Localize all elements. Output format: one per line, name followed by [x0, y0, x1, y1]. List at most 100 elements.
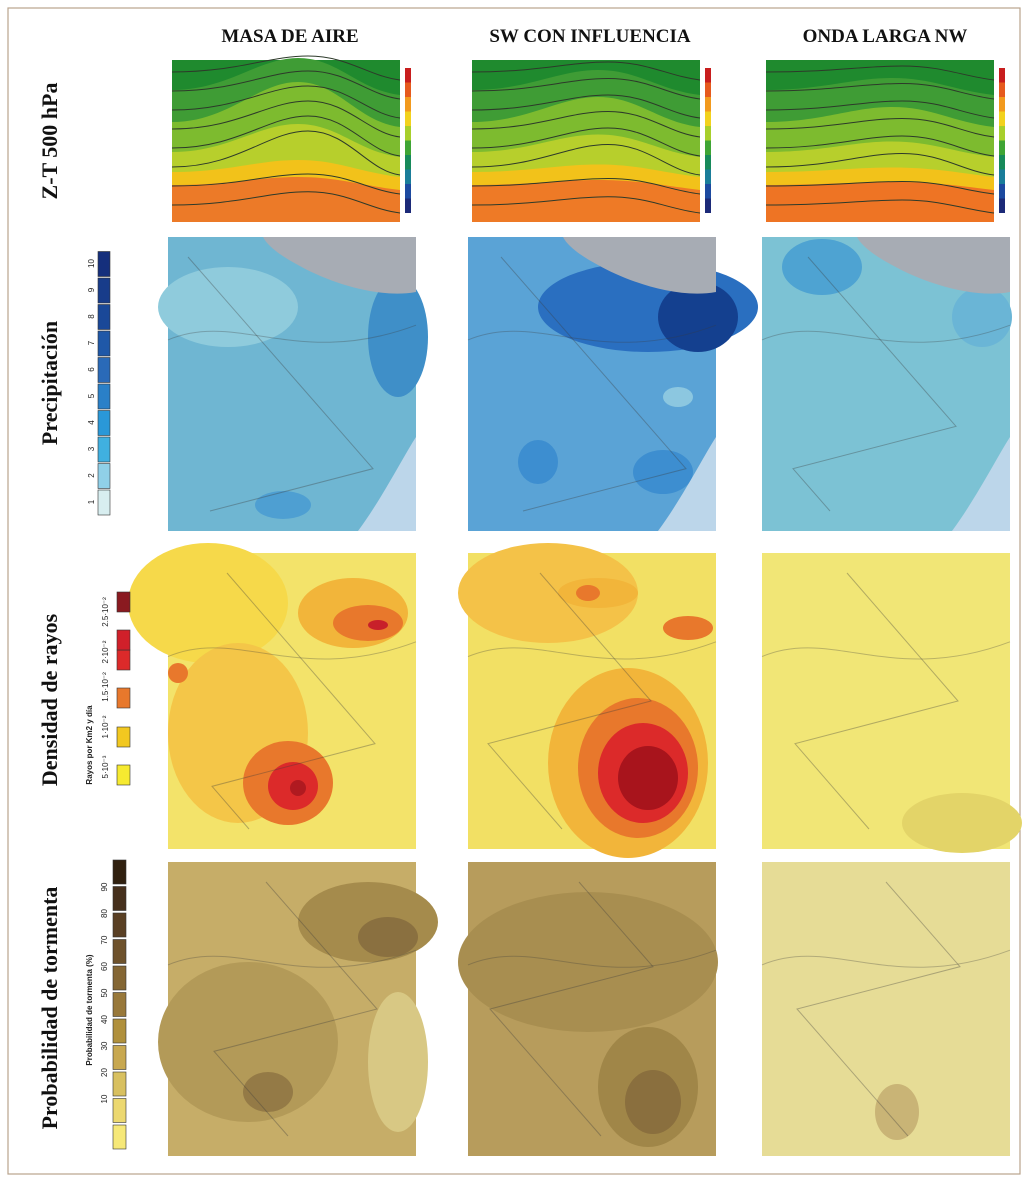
legend-label: 2·10⁻²	[101, 640, 110, 663]
colorbar-cell	[999, 97, 1005, 112]
map-area	[458, 892, 718, 1032]
legend-label: 60	[100, 962, 109, 971]
legend-label: 6	[87, 367, 96, 372]
legend-label: 40	[100, 1015, 109, 1024]
legend-label: 1·10⁻²	[101, 715, 110, 738]
map-area	[290, 780, 306, 796]
column-header: ONDA LARGA NW	[803, 26, 968, 47]
map-area	[952, 287, 1012, 347]
colorbar-cell	[705, 199, 711, 214]
legend-swatch	[117, 650, 130, 670]
map-panel	[128, 543, 416, 849]
legend-swatch	[113, 913, 126, 937]
map-panel	[458, 862, 718, 1156]
colorbar-cell	[705, 170, 711, 185]
legend-swatch	[113, 1046, 126, 1070]
map-area	[168, 663, 188, 683]
legend-swatch	[98, 490, 110, 515]
colorbar-cell	[705, 141, 711, 156]
map-area	[902, 793, 1022, 853]
legend-label: 1.5·10⁻²	[101, 672, 110, 702]
legend-swatch	[113, 1072, 126, 1096]
legend-swatch	[117, 727, 130, 747]
legend-swatch	[98, 464, 110, 489]
colorbar-cell	[705, 184, 711, 199]
legend-swatch	[98, 278, 110, 303]
map-area	[663, 387, 693, 407]
colorbar-cell	[405, 199, 411, 214]
colorbar-cell	[705, 126, 711, 141]
map-panel	[468, 237, 758, 531]
map-panel	[458, 543, 716, 858]
colorbar-cell	[999, 68, 1005, 83]
colorbar-cell	[999, 184, 1005, 199]
legend-label: 70	[100, 935, 109, 944]
legend-label: 2	[87, 473, 96, 478]
legend-label: 10	[100, 1094, 109, 1103]
zt-panel	[766, 60, 1005, 222]
legend-swatch	[117, 765, 130, 785]
column-header: MASA DE AIRE	[221, 26, 358, 47]
map-area	[255, 491, 311, 519]
legend-swatch	[98, 437, 110, 462]
map-panel	[762, 553, 1022, 853]
colorbar-cell	[405, 141, 411, 156]
colorbar-cell	[999, 199, 1005, 214]
map-area	[782, 239, 862, 295]
legend-swatch	[117, 688, 130, 708]
legend-swatch	[113, 993, 126, 1017]
legend-label: 80	[100, 909, 109, 918]
legend-swatch	[113, 887, 126, 911]
legend-label: 90	[100, 882, 109, 891]
legend-label: 3	[87, 446, 96, 451]
colorbar-cell	[999, 141, 1005, 156]
legend-label: 9	[87, 287, 96, 292]
legend-label: 8	[87, 314, 96, 319]
figure: MASA DE AIRE SW CON INFLUENCIA ONDA LARG…	[0, 0, 1029, 1178]
legend-label: 2.5·10⁻²	[101, 597, 110, 627]
map-area	[625, 1070, 681, 1134]
map-area	[368, 992, 428, 1132]
map-area	[633, 450, 693, 494]
map-panel	[158, 237, 428, 531]
legend-swatch	[117, 592, 130, 612]
legend-swatch	[117, 630, 130, 650]
map-panel	[762, 862, 1010, 1156]
colorbar-cell	[705, 97, 711, 112]
colorbar-cell	[705, 83, 711, 98]
map-area	[618, 746, 678, 810]
legend-swatch	[98, 305, 110, 330]
map-area	[128, 543, 288, 663]
zt-band	[472, 180, 700, 222]
colorbar-cell	[405, 126, 411, 141]
zt-panel	[472, 60, 711, 222]
legend-label: 30	[100, 1041, 109, 1050]
legend-swatch	[98, 358, 110, 383]
map-area	[576, 585, 600, 601]
row-label: Densidad de rayos	[37, 613, 62, 786]
legend-label: 7	[87, 340, 96, 345]
legend-swatch	[113, 1019, 126, 1043]
legend-swatch	[98, 411, 110, 436]
legend-title: Probabilidad de tormenta (%)	[85, 954, 94, 1065]
legend-swatch	[98, 331, 110, 356]
map-panel	[158, 862, 438, 1156]
zt-panel	[172, 56, 411, 222]
legend-label: 1	[87, 499, 96, 504]
legend-label: 10	[87, 259, 96, 268]
colorbar-cell	[999, 83, 1005, 98]
map-area	[663, 616, 713, 640]
map-area	[358, 917, 418, 957]
colorbar-cell	[999, 170, 1005, 185]
legend-swatch	[113, 1099, 126, 1123]
colorbar-cell	[405, 170, 411, 185]
legend-swatch	[113, 940, 126, 964]
legend-swatch	[98, 252, 110, 277]
map-area	[518, 440, 558, 484]
map-panel	[762, 237, 1012, 531]
map-area	[333, 605, 403, 641]
legend-label: 20	[100, 1068, 109, 1077]
row-label: Z-T 500 hPa	[37, 83, 62, 200]
colorbar-cell	[405, 83, 411, 98]
colorbar-cell	[999, 155, 1005, 170]
